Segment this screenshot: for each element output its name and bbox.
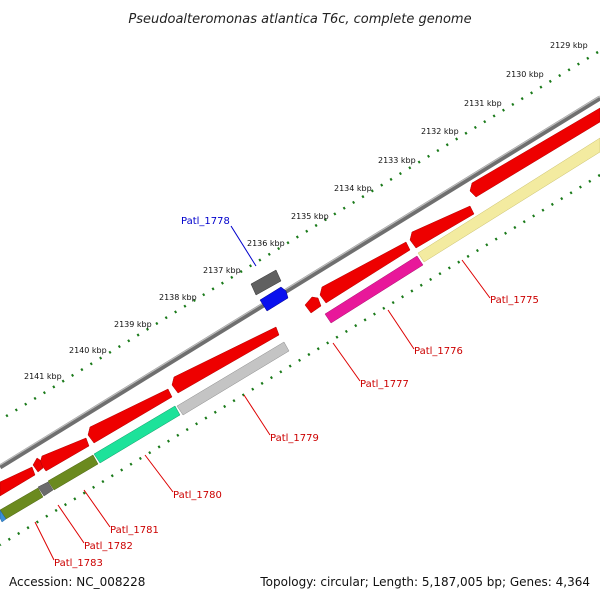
leader-1783 [34, 521, 55, 561]
leader-1782 [57, 504, 85, 544]
gene-block-1783a[interactable] [0, 466, 36, 497]
leader-1775 [461, 259, 491, 299]
kbp-label: 2136 kbp [247, 239, 285, 248]
leader-1779 [243, 394, 271, 436]
gene-block-1782c[interactable] [37, 481, 54, 497]
gene-label-1776[interactable]: Patl_1776 [414, 346, 463, 357]
gene-block-1782b[interactable] [32, 457, 44, 473]
gene-label-1779[interactable]: Patl_1779 [270, 433, 319, 444]
gene-block-edge[interactable] [0, 509, 7, 523]
kbp-label: 2133 kbp [378, 156, 416, 165]
gene-block-1779a[interactable] [171, 326, 280, 394]
label-leader-lines [34, 225, 491, 561]
gene-block-1780b[interactable] [93, 405, 181, 464]
genome-backbone [0, 95, 600, 470]
leader-1780 [144, 454, 174, 493]
genome-backbone-highlight [0, 95, 600, 466]
gene-label-1782[interactable]: Patl_1782 [84, 541, 133, 552]
gene-label-1777[interactable]: Patl_1777 [360, 379, 409, 390]
kbp-scale-labels: 2129 kbp 2130 kbp 2131 kbp 2132 kbp 2133… [24, 41, 588, 381]
map-title: Pseudoalteromonas atlantica T6c, complet… [128, 12, 471, 27]
gene-label-1778[interactable]: Patl_1778 [181, 216, 230, 227]
leader-1781 [83, 489, 111, 528]
leader-1776 [387, 309, 415, 350]
kbp-label: 2141 kbp [24, 372, 62, 381]
gene-block-1783b[interactable] [0, 487, 44, 520]
gene-block-1776a[interactable] [409, 205, 475, 249]
gene-block-1776b[interactable] [324, 255, 424, 324]
genome-summary-text: Topology: circular; Length: 5,187,005 bp… [259, 575, 590, 589]
kbp-label: 2129 kbp [550, 41, 588, 50]
kbp-label: 2132 kbp [421, 127, 459, 136]
gene-label-1780[interactable]: Patl_1780 [173, 490, 222, 501]
kbp-label: 2140 kbp [69, 346, 107, 355]
gene-label-1775[interactable]: Patl_1775 [490, 295, 539, 306]
kbp-label: 2131 kbp [464, 99, 502, 108]
gene-block-1778-grey[interactable] [250, 269, 282, 296]
kbp-scale-track [0, 50, 599, 422]
kbp-label: 2130 kbp [506, 70, 544, 79]
kbp-label: 2135 kbp [291, 212, 329, 221]
gene-block-1780a[interactable] [87, 388, 173, 444]
accession-text: Accession: NC_008228 [9, 575, 145, 589]
leader-1777 [332, 342, 361, 382]
kbp-label: 2134 kbp [334, 184, 372, 193]
gene-block-1779b[interactable] [176, 341, 290, 416]
gene-block-1781b[interactable] [47, 454, 99, 491]
gene-block-1777b[interactable] [304, 296, 322, 314]
gene-block-1782a[interactable] [39, 437, 90, 472]
gene-row-a [0, 107, 600, 497]
gene-block-1775b[interactable] [417, 137, 600, 263]
gene-label-1783[interactable]: Patl_1783 [54, 558, 103, 569]
gene-label-1781[interactable]: Patl_1781 [110, 525, 159, 536]
gene-row-b [0, 137, 600, 523]
minor-tick-track [0, 173, 600, 547]
gene-block-1777a[interactable] [319, 241, 411, 304]
kbp-label: 2138 kbp [159, 293, 197, 302]
gene-labels: Patl_1775 Patl_1776 Patl_1777 Patl_1778 … [54, 216, 539, 569]
leader-1778 [230, 225, 257, 267]
gene-block-1778-blue[interactable] [259, 286, 289, 312]
kbp-label: 2137 kbp [203, 266, 241, 275]
gene-block-1775a[interactable] [469, 107, 600, 198]
kbp-label: 2139 kbp [114, 320, 152, 329]
